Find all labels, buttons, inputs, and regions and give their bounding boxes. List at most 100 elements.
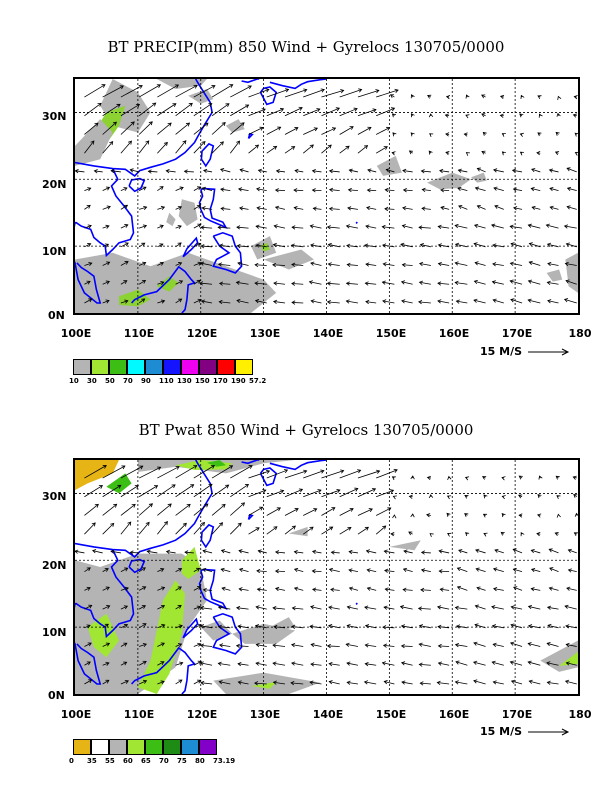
wind-arrow <box>438 569 450 574</box>
coastline <box>198 187 228 230</box>
wind-arrow <box>366 205 377 211</box>
wind-arrow <box>357 108 377 117</box>
wind-arrow <box>345 299 359 304</box>
lat-label-30n: 30N <box>42 110 67 123</box>
wind-arrow <box>93 169 103 174</box>
wind-arrow <box>147 169 158 174</box>
wind-arrow <box>512 187 523 192</box>
wind-arrow <box>110 549 121 554</box>
wind-arrow <box>483 494 488 499</box>
wind-arrow <box>183 169 194 174</box>
wind-arrow <box>256 568 267 574</box>
wind-arrow <box>328 567 340 573</box>
wind-arrow <box>439 587 450 592</box>
wind-arrow <box>120 261 129 266</box>
shading-region <box>207 460 226 467</box>
wind-arrow <box>303 127 318 135</box>
wind-arrow <box>291 606 304 611</box>
wind-scale-arrow-icon <box>528 348 570 356</box>
wind-arrow <box>138 485 159 498</box>
wind-arrow <box>455 299 468 304</box>
lat-label-0n: 0N <box>48 309 65 322</box>
lon-label-170e: 170E <box>501 708 533 721</box>
wind-arrow <box>157 103 177 117</box>
wind-arrow <box>357 469 381 479</box>
wind-arrow <box>84 140 95 154</box>
colorbar-tick-label: 55 <box>105 757 115 765</box>
wind-arrow <box>348 586 359 591</box>
wind-arrow <box>474 623 486 629</box>
coastline <box>355 602 358 605</box>
wind-arrow <box>311 549 322 555</box>
wind-arrow <box>339 145 350 154</box>
wind-arrow <box>339 487 359 498</box>
colorbar-tick-label: 170 <box>213 377 228 385</box>
wind-arrow <box>290 680 304 686</box>
wind-arrow <box>230 104 250 117</box>
wind-arrow <box>175 224 182 229</box>
wind-arrow <box>239 206 249 211</box>
wind-arrow <box>446 495 452 500</box>
wind-arrow <box>428 150 433 155</box>
colorbar-tick-label: 75 <box>177 757 187 765</box>
wind-arrow <box>254 681 267 686</box>
wind-arrow <box>465 152 470 156</box>
wind-arrow <box>284 106 303 117</box>
wind-arrow <box>382 262 395 267</box>
wind-arrow <box>312 206 322 211</box>
wind-arrow <box>399 605 413 610</box>
lon-label-180: 180 <box>568 708 592 721</box>
wind-arrow <box>437 605 450 610</box>
wind-arrow <box>275 550 286 555</box>
wind-arrow <box>391 113 396 118</box>
shading-region <box>565 252 578 293</box>
wind-arrow <box>157 586 166 591</box>
wind-arrow <box>420 568 431 573</box>
wind-arrow <box>202 567 213 573</box>
coastline <box>247 132 254 140</box>
wind-arrow <box>102 642 111 647</box>
lon-label-160e: 160E <box>438 327 470 340</box>
wind-arrow <box>376 489 395 498</box>
wind-arrow <box>492 680 504 685</box>
wind-arrow <box>310 299 322 304</box>
wind-arrow <box>548 168 559 173</box>
wind-arrow <box>454 242 468 248</box>
wind-arrow <box>102 484 122 498</box>
wind-arrow <box>454 605 468 610</box>
wind-arrow <box>492 298 504 304</box>
wind-arrow <box>273 624 286 630</box>
wind-arrow <box>248 88 270 98</box>
wind-arrow <box>481 94 486 99</box>
wind-arrow <box>519 132 524 137</box>
wind-arrow <box>255 243 267 248</box>
wind-arrow <box>102 186 111 192</box>
wind-arrow <box>357 89 380 98</box>
wind-arrow <box>138 605 146 610</box>
wind-arrow <box>382 299 395 304</box>
wind-arrow <box>345 642 359 647</box>
wind-arrow <box>291 225 304 230</box>
wind-arrow <box>84 122 99 135</box>
wind-arrow <box>519 113 524 118</box>
map-title: BT PRECIP(mm) 850 Wind + Gyrelocs 130705… <box>107 38 505 56</box>
wind-arrow <box>274 205 286 210</box>
wind-arrow <box>326 299 340 305</box>
lat-label-20n: 20N <box>42 178 67 191</box>
wind-arrow <box>157 568 165 573</box>
wind-vector-layer <box>75 84 578 305</box>
wind-arrow <box>538 475 543 480</box>
wind-arrow <box>217 262 231 267</box>
wind-arrow <box>510 679 523 685</box>
wind-arrow <box>428 494 434 499</box>
wind-arrow <box>410 475 415 480</box>
wind-arrow <box>120 465 144 479</box>
wind-arrow <box>418 299 431 305</box>
colorbar-swatch <box>91 359 109 375</box>
coastline <box>212 612 243 655</box>
wind-arrow <box>475 548 486 554</box>
colorbar-swatch <box>163 359 181 375</box>
colorbar-tick-label: 110 <box>159 377 174 385</box>
wind-arrow <box>546 242 559 248</box>
wind-arrow <box>375 146 388 154</box>
